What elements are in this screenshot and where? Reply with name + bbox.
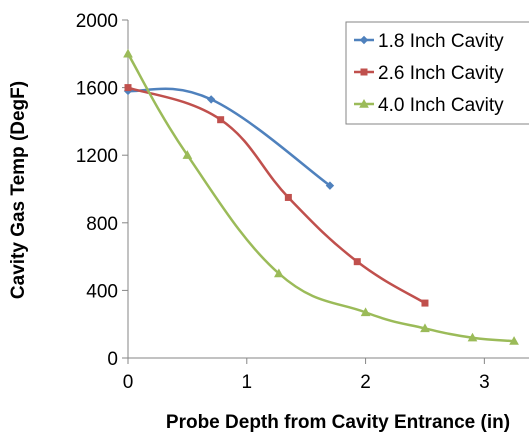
data-point-series-2	[353, 258, 361, 266]
legend: 1.8 Inch Cavity 2.6 Inch Cavity 4.0 Inch C…	[345, 21, 529, 125]
x-tick-label: 2	[360, 372, 371, 393]
series-line-1	[126, 87, 332, 187]
y-tick-label: 0	[107, 349, 118, 370]
y-axis-title: Cavity Gas Temp (DegF)	[8, 81, 29, 299]
y-tick-label: 1200	[76, 146, 118, 167]
data-point-series-3	[274, 268, 284, 278]
x-tick-label: 1	[241, 372, 252, 393]
data-point-series-3	[182, 150, 193, 159]
data-point-series-3	[509, 336, 519, 345]
legend-swatch-marker	[359, 35, 369, 45]
data-point-series-3	[420, 323, 430, 333]
x-tick-label: 0	[123, 372, 134, 393]
series-markers	[123, 48, 519, 345]
data-point-series-2	[124, 84, 132, 92]
data-point-series-1	[206, 95, 216, 104]
legend-label: 1.8 Inch Cavity	[378, 31, 504, 52]
legend-label: 2.6 Inch Cavity	[378, 63, 504, 84]
data-point-series-3	[467, 332, 478, 342]
legend-swatch-marker	[360, 68, 368, 76]
data-point-series-2	[421, 299, 429, 307]
legend-box	[345, 21, 529, 125]
legend-label: 4.0 Inch Cavity	[378, 95, 504, 116]
data-point-series-3	[360, 307, 371, 317]
x-axis-title: Probe Depth from Cavity Entrance (in)	[166, 412, 510, 433]
y-tick-label: 800	[86, 214, 118, 235]
y-tick-label: 400	[86, 281, 118, 302]
y-tick-label: 2000	[76, 11, 118, 32]
series-line-2	[126, 86, 427, 305]
axes	[127, 20, 529, 359]
data-point-series-2	[284, 193, 292, 201]
data-point-series-2	[217, 116, 225, 124]
x-tick-label: 3	[479, 372, 490, 393]
tick-marks	[122, 19, 485, 364]
legend-swatch-marker	[359, 98, 369, 108]
data-point-series-1	[325, 181, 335, 190]
y-tick-label: 1600	[76, 79, 118, 100]
data-point-series-3	[123, 48, 133, 58]
